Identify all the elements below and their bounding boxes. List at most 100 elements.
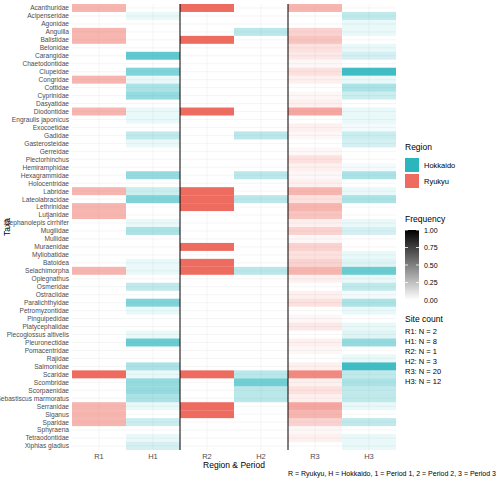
cell (72, 299, 126, 307)
cell (180, 370, 234, 378)
color-tick-label: 1.00 (424, 227, 438, 234)
y-tick-label: Chaetodontidae (22, 60, 69, 67)
cell (72, 227, 126, 235)
cell (126, 299, 180, 307)
cell (342, 116, 396, 124)
cell (288, 131, 342, 139)
cell (180, 84, 234, 92)
cell (72, 123, 126, 131)
cell (72, 84, 126, 92)
cell (234, 36, 288, 44)
cell (234, 394, 288, 402)
cell (288, 346, 342, 354)
cell (342, 108, 396, 116)
cell (126, 179, 180, 187)
y-tick-label: Osmeridae (37, 283, 70, 290)
cell (234, 100, 288, 108)
cell (126, 116, 180, 124)
cell (126, 36, 180, 44)
cell (288, 331, 342, 339)
cell (288, 235, 342, 243)
cell (288, 108, 342, 116)
cell (126, 370, 180, 378)
cell (180, 12, 234, 20)
site-count-label: R2: N = 1 (405, 347, 437, 356)
cell (72, 346, 126, 354)
cell (180, 235, 234, 243)
cell (342, 346, 396, 354)
cell (288, 12, 342, 20)
cell (72, 60, 126, 68)
cell (126, 155, 180, 163)
y-tick-label: Belonidae (40, 44, 70, 51)
cell (126, 92, 180, 100)
cell (180, 251, 234, 259)
y-tick-label: Sebastiscus marmoratus (0, 395, 70, 402)
cell (234, 323, 288, 331)
cell (126, 123, 180, 131)
cell (288, 394, 342, 402)
cell (342, 307, 396, 315)
y-tick-label: Selachimorpha (25, 267, 69, 275)
cell (72, 219, 126, 227)
cell (342, 100, 396, 108)
cell (126, 52, 180, 60)
cell (180, 323, 234, 331)
cell (288, 92, 342, 100)
cell (72, 4, 126, 12)
color-tick (416, 265, 419, 266)
cell (342, 378, 396, 386)
cell (126, 362, 180, 370)
y-tick-label: Tetraodontidae (25, 434, 69, 441)
cell (72, 28, 126, 36)
legend-label: Hokkaido (424, 161, 455, 170)
cell (126, 426, 180, 434)
x-tick-label: R1 (94, 452, 104, 461)
cell (288, 147, 342, 155)
cell (180, 60, 234, 68)
cell (288, 171, 342, 179)
cell (342, 354, 396, 362)
cell (234, 139, 288, 147)
y-tick-label: Gadidae (44, 132, 69, 139)
grid-line (72, 159, 396, 160)
cell (126, 211, 180, 219)
y-tick-label: Mullidae (44, 235, 69, 242)
cell (342, 418, 396, 426)
cell (288, 299, 342, 307)
y-tick-label: Myliobatidae (32, 251, 69, 259)
cell (342, 123, 396, 131)
cell (126, 227, 180, 235)
cell (72, 394, 126, 402)
cell (234, 339, 288, 347)
cell (234, 4, 288, 12)
cell (180, 108, 234, 116)
cell (342, 60, 396, 68)
y-tick-label: Sparidae (43, 419, 70, 427)
cell (342, 299, 396, 307)
cell (126, 394, 180, 402)
cell (234, 219, 288, 227)
y-tick-label: Lateolabracidae (22, 196, 69, 203)
cell (72, 402, 126, 410)
y-tick-label: Gerreidae (40, 148, 70, 155)
cell (72, 259, 126, 267)
cell (342, 68, 396, 76)
cell (288, 155, 342, 163)
cell (180, 418, 234, 426)
cell (72, 131, 126, 139)
y-tick-label: Plectorhinchus (26, 156, 70, 163)
cell (72, 171, 126, 179)
y-tick-label: Pomacentridae (25, 347, 70, 354)
cell (234, 203, 288, 211)
cell (342, 410, 396, 418)
color-bar (405, 230, 419, 300)
cell (234, 315, 288, 323)
grid (72, 4, 396, 450)
x-axis-title: Region & Period (203, 460, 265, 470)
cell (288, 267, 342, 275)
cell (342, 402, 396, 410)
x-tick-label: R3 (310, 452, 320, 461)
cell (180, 171, 234, 179)
cell (288, 211, 342, 219)
